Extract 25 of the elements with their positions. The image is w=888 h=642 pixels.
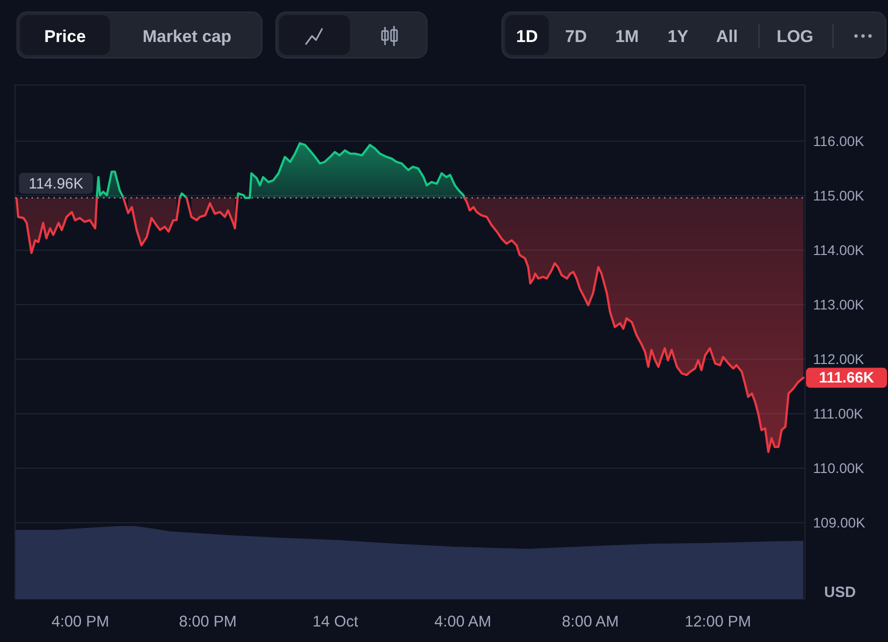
annotation: 111.66K — [818, 369, 874, 386]
y-tick-label: 116.00K — [813, 133, 865, 150]
y-tick-label: 110.00K — [813, 460, 865, 476]
text: 1D — [516, 26, 538, 46]
y-tick-label: 114.00K — [813, 242, 865, 258]
x-tick-label: 14 Oct — [312, 614, 359, 630]
x-tick-label: 8:00 AM — [562, 614, 619, 630]
y-tick-label: 109.00K — [813, 514, 866, 531]
text: 7D — [565, 26, 587, 46]
text: Price — [44, 26, 86, 46]
x-tick-label: 12:00 PM — [684, 614, 752, 630]
x-tick-label: 4:00 AM — [434, 614, 492, 630]
text: LOG — [776, 26, 814, 46]
y-tick-label: 111.00K — [813, 406, 864, 422]
x-tick-label: 4:00 PM — [51, 614, 110, 630]
x-tick-label: 8:00 PM — [178, 614, 237, 630]
ref-line-label: 114.96K — [28, 174, 84, 192]
y-axis-title: USD — [824, 584, 856, 600]
y-tick-label: 113.00K — [813, 296, 865, 313]
text: 1M — [615, 26, 639, 46]
text: Market cap — [142, 26, 232, 46]
y-tick-label: 115.00K — [813, 188, 865, 204]
text: 1Y — [668, 26, 690, 46]
text: All — [716, 26, 738, 46]
y-tick-label: 112.00K — [813, 351, 865, 368]
